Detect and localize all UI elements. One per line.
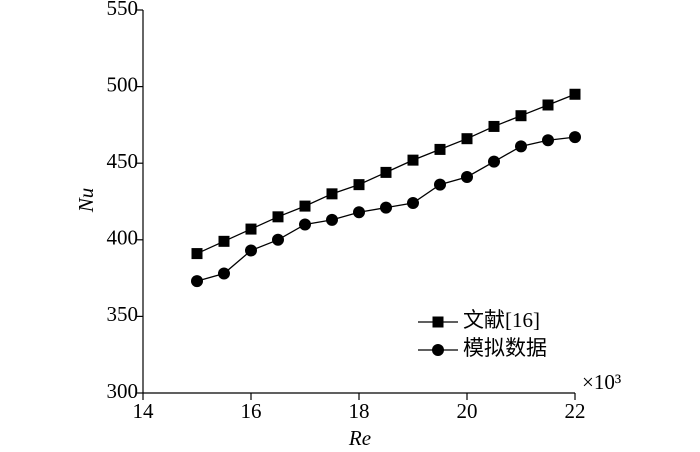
data-point bbox=[245, 223, 257, 235]
data-point bbox=[407, 154, 419, 166]
y-tick-label: 300 bbox=[107, 379, 139, 403]
data-point bbox=[488, 120, 500, 132]
data-point bbox=[461, 133, 473, 145]
data-point bbox=[272, 233, 284, 246]
data-point bbox=[515, 140, 527, 153]
data-point bbox=[353, 179, 365, 191]
data-point bbox=[569, 88, 581, 100]
y-axis-label: Nu bbox=[74, 188, 98, 214]
data-point bbox=[191, 248, 203, 260]
data-point bbox=[245, 244, 257, 257]
data-point bbox=[434, 143, 446, 155]
y-tick-label: 500 bbox=[107, 72, 139, 96]
data-point bbox=[515, 110, 527, 122]
legend-label: 文献[16] bbox=[463, 308, 540, 332]
y-tick-label: 550 bbox=[107, 0, 139, 20]
data-point bbox=[218, 267, 230, 280]
y-tick-label: 450 bbox=[107, 149, 139, 173]
x-tick-label: 16 bbox=[241, 399, 262, 423]
data-point bbox=[272, 211, 284, 223]
data-point bbox=[218, 235, 230, 247]
data-point bbox=[542, 99, 554, 111]
data-point bbox=[434, 178, 446, 191]
data-point bbox=[326, 213, 338, 226]
data-point bbox=[353, 206, 365, 219]
x-multiplier: ×10³ bbox=[582, 370, 621, 394]
data-point bbox=[326, 188, 338, 200]
x-tick-label: 18 bbox=[349, 399, 370, 423]
data-point bbox=[488, 155, 500, 168]
legend-marker bbox=[432, 344, 444, 356]
legend-marker bbox=[432, 316, 444, 328]
x-tick-label: 14 bbox=[133, 399, 155, 423]
data-point bbox=[299, 200, 311, 212]
data-point bbox=[461, 170, 473, 183]
data-point bbox=[191, 275, 203, 288]
data-point bbox=[542, 134, 554, 147]
y-tick-label: 350 bbox=[107, 302, 139, 326]
x-tick-label: 20 bbox=[457, 399, 478, 423]
data-point bbox=[380, 166, 392, 178]
y-tick-label: 400 bbox=[107, 226, 139, 250]
x-tick-label: 22 bbox=[565, 399, 586, 423]
data-point bbox=[569, 131, 581, 144]
x-axis-label: Re bbox=[348, 426, 371, 450]
data-point bbox=[380, 201, 392, 214]
data-point bbox=[407, 197, 419, 210]
data-point bbox=[299, 218, 311, 231]
legend-label: 模拟数据 bbox=[463, 336, 547, 360]
